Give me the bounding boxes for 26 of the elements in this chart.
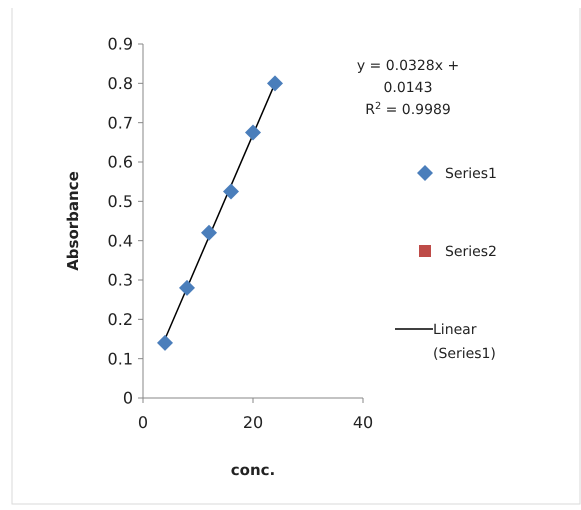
y-tick-label: 0.4 [108, 231, 133, 250]
x-tick-label: 0 [138, 413, 148, 432]
point [223, 184, 239, 200]
y-tick-label: 0.3 [108, 270, 133, 290]
x-tick-label: 40 [352, 413, 374, 432]
legend-label: Linear (Series1) [433, 322, 496, 362]
legend-label: Series1 [445, 166, 497, 182]
point [245, 124, 261, 140]
y-tick-label: 0.5 [108, 192, 133, 211]
y-tick-label: 0.2 [108, 310, 133, 329]
y-tick-label: 0.7 [108, 113, 133, 132]
y-axis-title: Absorbance [64, 171, 82, 271]
y-tick-label: 0 [122, 388, 133, 408]
x-axis-title: conc. [230, 461, 276, 479]
y-tick-label: 0.9 [108, 34, 133, 54]
x-tick-label: 20 [242, 413, 264, 432]
y-tick-label: 0.6 [108, 152, 133, 172]
text: R$^{2}$ = 0.9989 [365, 100, 451, 118]
y-tick-label: 0.1 [108, 349, 133, 368]
legend-label: Series2 [445, 244, 497, 260]
point [157, 334, 173, 351]
point [201, 224, 217, 241]
y-tick-label: 0.8 [108, 74, 133, 93]
annotation: y = 0.0328x + 0.0143 [356, 58, 460, 96]
point [267, 75, 283, 92]
point [179, 280, 195, 296]
